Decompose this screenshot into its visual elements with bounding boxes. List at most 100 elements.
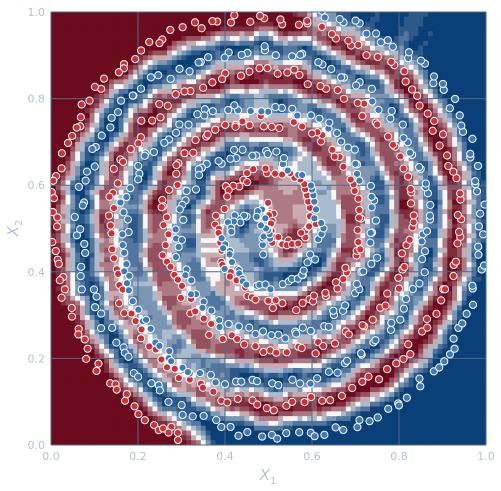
red-class-point (339, 162, 348, 171)
red-class-point (269, 406, 278, 415)
red-class-point (394, 273, 403, 282)
red-class-point (331, 278, 341, 287)
red-class-point (157, 203, 166, 212)
blue-class-point (298, 170, 307, 180)
red-class-point (449, 271, 458, 281)
blue-class-point (386, 114, 395, 123)
red-class-point (440, 285, 450, 294)
red-class-point (51, 238, 57, 247)
blue-class-point (351, 159, 360, 168)
red-class-point (374, 375, 384, 384)
red-class-point (364, 372, 373, 381)
red-class-point (273, 69, 282, 78)
red-class-point (294, 20, 304, 29)
red-class-point (159, 221, 168, 230)
blue-class-point (367, 192, 376, 201)
red-class-point (115, 299, 124, 308)
red-class-point (306, 392, 316, 402)
blue-class-point (306, 181, 316, 190)
blue-class-point (258, 327, 268, 336)
blue-class-point (337, 137, 346, 146)
red-class-point (198, 383, 208, 392)
blue-class-point (273, 434, 282, 443)
red-class-point (199, 83, 208, 92)
blue-class-point (256, 221, 265, 230)
red-class-point (166, 262, 175, 271)
blue-class-point (468, 134, 477, 143)
red-class-point (263, 64, 272, 73)
blue-class-point (368, 97, 377, 106)
red-class-point (92, 366, 101, 375)
red-class-point (57, 164, 66, 173)
red-class-point (51, 194, 59, 203)
x-tick-label: 0.8 (390, 450, 408, 463)
blue-class-point (89, 285, 99, 294)
red-class-point (76, 113, 85, 122)
red-class-point (55, 276, 64, 285)
red-class-point (392, 359, 401, 368)
red-class-point (348, 383, 357, 393)
red-class-point (423, 109, 432, 118)
blue-class-point (429, 72, 439, 81)
blue-class-point (421, 179, 430, 188)
red-class-point (107, 229, 116, 238)
red-class-point (236, 71, 246, 80)
blue-class-point (146, 73, 156, 82)
blue-class-point (399, 304, 408, 313)
red-class-point (197, 24, 206, 33)
red-class-point (396, 152, 405, 161)
blue-class-point (81, 248, 90, 258)
red-class-point (94, 359, 103, 368)
red-class-point (327, 29, 336, 39)
red-class-point (60, 285, 69, 294)
red-class-point (162, 363, 172, 372)
blue-class-point (123, 215, 132, 224)
red-class-point (109, 203, 119, 213)
blue-class-point (215, 316, 224, 325)
blue-class-point (288, 52, 297, 61)
blue-class-point (175, 64, 184, 73)
red-class-point (67, 312, 77, 321)
blue-class-point (204, 53, 213, 62)
red-class-point (172, 169, 181, 178)
blue-class-point (107, 323, 117, 332)
blue-class-point (234, 322, 243, 331)
x-tick-label: 0.4 (216, 450, 234, 463)
blue-class-point (271, 102, 280, 112)
red-class-point (140, 416, 149, 425)
blue-class-point (187, 276, 196, 285)
blue-class-point (220, 380, 230, 389)
red-class-point (211, 125, 220, 134)
red-class-point (104, 211, 114, 220)
red-class-point (199, 314, 208, 323)
red-class-point (51, 176, 58, 185)
red-class-point (203, 130, 212, 139)
blue-class-point (306, 111, 316, 120)
blue-class-point (184, 120, 193, 129)
blue-class-point (155, 386, 164, 395)
blue-class-point (226, 154, 235, 163)
blue-class-point (351, 16, 360, 25)
red-class-point (122, 390, 131, 399)
red-class-point (238, 117, 247, 126)
blue-class-point (274, 381, 283, 390)
red-class-point (163, 101, 172, 110)
red-class-point (164, 428, 173, 437)
blue-class-point (236, 218, 245, 227)
blue-class-point (445, 350, 455, 359)
red-class-point (155, 99, 164, 109)
red-class-point (90, 82, 100, 92)
red-class-point (330, 152, 339, 161)
red-class-point (170, 364, 179, 373)
blue-class-point (112, 338, 121, 347)
blue-class-point (311, 255, 320, 264)
red-class-point (362, 51, 371, 60)
red-class-point (51, 246, 60, 256)
red-class-point (294, 239, 303, 248)
blue-class-point (134, 175, 143, 184)
blue-class-point (466, 149, 475, 158)
red-class-point (444, 161, 453, 171)
blue-class-point (178, 363, 187, 372)
x-tick-label: 0.0 (42, 450, 60, 463)
red-class-point (442, 151, 452, 160)
